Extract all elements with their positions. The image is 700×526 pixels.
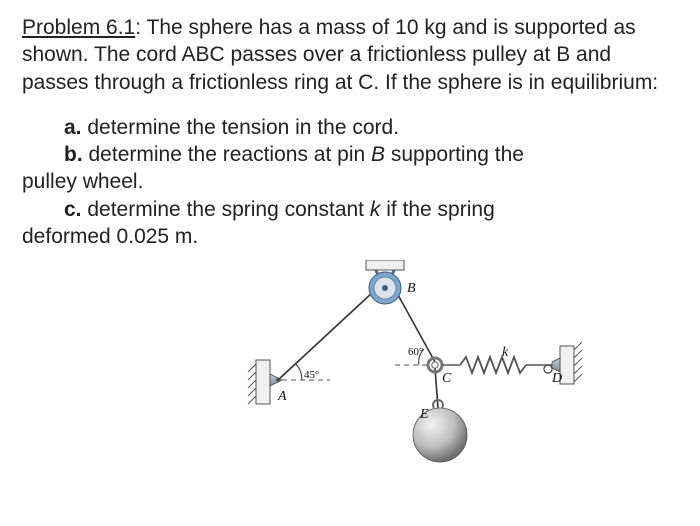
cord-ce bbox=[435, 368, 438, 408]
label-e: E bbox=[419, 407, 429, 422]
angle-arc-45 bbox=[296, 364, 302, 380]
spring-cd bbox=[442, 357, 552, 373]
label-b: B bbox=[407, 281, 416, 296]
cord-ab bbox=[278, 292, 373, 380]
problem-statement: Problem 6.1: The sphere has a mass of 10… bbox=[22, 14, 678, 96]
problem-parts: a. determine the tension in the cord. b.… bbox=[22, 114, 678, 250]
label-d: D bbox=[551, 371, 562, 386]
part-b: b. determine the reactions at pin B supp… bbox=[22, 141, 678, 168]
part-b-cont: pulley wheel. bbox=[22, 168, 678, 195]
part-c-cont: deformed 0.025 m. bbox=[22, 223, 678, 250]
angle-60: 60° bbox=[408, 346, 423, 358]
part-c: c. determine the spring constant k if th… bbox=[22, 196, 678, 223]
wall-left bbox=[248, 360, 282, 404]
part-a: a. determine the tension in the cord. bbox=[22, 114, 678, 141]
pulley bbox=[369, 272, 401, 304]
problem-label: Problem 6.1 bbox=[22, 16, 135, 39]
label-k: k bbox=[502, 345, 509, 360]
angle-45: 45° bbox=[304, 369, 319, 381]
label-a: A bbox=[277, 389, 287, 404]
problem-figure: B A C D E k 45° 60° bbox=[0, 260, 700, 470]
label-c: C bbox=[442, 371, 452, 386]
